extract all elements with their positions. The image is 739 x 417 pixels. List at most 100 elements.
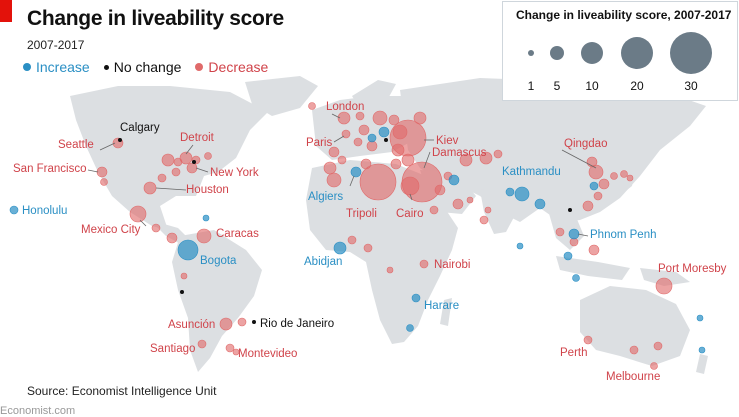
bubble-guatemala [151, 223, 161, 233]
size-label-30: 30 [684, 79, 698, 93]
bubble-new-york [186, 162, 198, 174]
label-santiago: Santiago [150, 343, 195, 355]
bubble-sao-paulo [237, 317, 247, 327]
bubble-montreal [204, 152, 212, 160]
bubble-montevideo [232, 348, 240, 356]
legend-no-change-label: No change [113, 59, 182, 75]
dot-rio [252, 320, 256, 324]
bubble-madrid [328, 146, 340, 158]
bubble-milan [353, 137, 363, 147]
bubble-abidjan [333, 241, 347, 255]
bubble-istanbul [401, 153, 415, 167]
bubble-qingdao [598, 178, 610, 190]
bubble-kinshasa [386, 266, 394, 274]
page-subtitle: 2007-2017 [27, 38, 85, 52]
bubble-almaty [459, 153, 473, 167]
bubble-manila [588, 244, 600, 256]
page-title: Change in liveability score [27, 7, 284, 30]
bubble-seoul [610, 172, 618, 180]
bubble-vienna [367, 133, 377, 143]
size-legend: Change in liveability score, 2007-2017 1… [502, 1, 738, 101]
bubble-perth [583, 335, 593, 345]
bubble-detroit [179, 151, 193, 165]
bubble-athens [390, 158, 402, 170]
label-new-york: New York [210, 167, 259, 179]
increase-bubbles [9, 126, 706, 354]
legend-decrease-label: Decrease [208, 59, 269, 75]
label-seattle: Seattle [58, 139, 94, 151]
brand-red-bar [0, 0, 12, 22]
label-phnom-penh: Phnom Penh [590, 229, 657, 241]
bubble-kathmandu [514, 186, 530, 202]
city-labels: Seattle Calgary Detroit San Francisco Ne… [13, 101, 727, 383]
bubble-adelaide [629, 345, 639, 355]
label-rio: Rio de Janeiro [260, 318, 334, 330]
bubble-bucharest [391, 143, 405, 157]
bubble-harare [411, 293, 421, 303]
bubble-algiers [350, 166, 362, 178]
bubble-mumbai [479, 215, 489, 225]
bubble-osaka [620, 170, 628, 178]
legend-decrease: Decrease [195, 59, 268, 75]
bubble-amman [434, 184, 446, 196]
bubble-buenos-aires [225, 343, 235, 353]
bubble-frankfurt [358, 124, 370, 136]
size-label-1: 1 [528, 79, 535, 93]
label-san-francisco: San Francisco [13, 163, 87, 175]
bubble-brisbane [653, 341, 663, 351]
bubble-auckland [696, 314, 704, 322]
bubble-singapore [563, 251, 573, 261]
bubble-delhi [505, 187, 515, 197]
size-legend-circles: 1 5 10 20 30 [528, 32, 712, 93]
label-london: London [326, 101, 364, 113]
size-circle-30 [670, 32, 712, 74]
size-label-20: 20 [630, 79, 644, 93]
label-bogota: Bogota [200, 255, 237, 267]
bubble-kingston [202, 214, 210, 222]
bubble-moscow [413, 111, 427, 125]
label-abidjan: Abidjan [304, 256, 342, 268]
bubble-kuwait [466, 196, 474, 204]
label-port-moresby: Port Moresby [658, 263, 727, 275]
label-honolulu: Honolulu [22, 205, 67, 217]
size-label-5: 5 [554, 79, 561, 93]
bubble-shenzhen [582, 200, 594, 212]
bubble-washington [171, 167, 181, 177]
bubble-tripoli [359, 163, 397, 201]
label-perth: Perth [560, 347, 588, 359]
bubble-san-francisco [96, 166, 108, 178]
bubble-los-angeles [100, 178, 108, 186]
bubble-colombo [516, 242, 524, 250]
bubble-jakarta [572, 274, 580, 282]
label-kathmandu: Kathmandu [502, 166, 561, 178]
bubble-chicago [161, 153, 175, 167]
bubble-london [337, 111, 351, 125]
label-algiers: Algiers [308, 191, 343, 203]
bubble-algeria-west [326, 172, 342, 188]
label-melbourne: Melbourne [606, 371, 660, 383]
legend-increase: Increase [23, 59, 90, 75]
size-label-10: 10 [585, 79, 599, 93]
dot-no-change-2 [180, 290, 184, 294]
credit: Economist.com [0, 405, 76, 417]
increase-swatch [23, 63, 31, 71]
label-kiev: Kiev [436, 135, 459, 147]
label-mexico-city: Mexico City [81, 224, 141, 236]
bubble-tokyo [626, 174, 634, 182]
label-nairobi: Nairobi [434, 259, 470, 271]
bubble-dhaka [534, 198, 546, 210]
bubble-riga [388, 114, 400, 126]
bubble-honolulu [9, 205, 19, 215]
legend-increase-label: Increase [36, 59, 90, 75]
bubble-casablanca [323, 161, 337, 175]
bubble-lima [180, 272, 188, 280]
bubble-baku [448, 174, 460, 186]
bubble-douala [363, 243, 373, 253]
label-harare: Harare [424, 300, 459, 312]
bubble-reykjavik [308, 102, 316, 110]
dot-no-change-1 [192, 160, 196, 164]
bubble-mexico-city [129, 205, 147, 223]
label-cairo: Cairo [396, 208, 423, 220]
bubble-bangkok [555, 227, 565, 237]
